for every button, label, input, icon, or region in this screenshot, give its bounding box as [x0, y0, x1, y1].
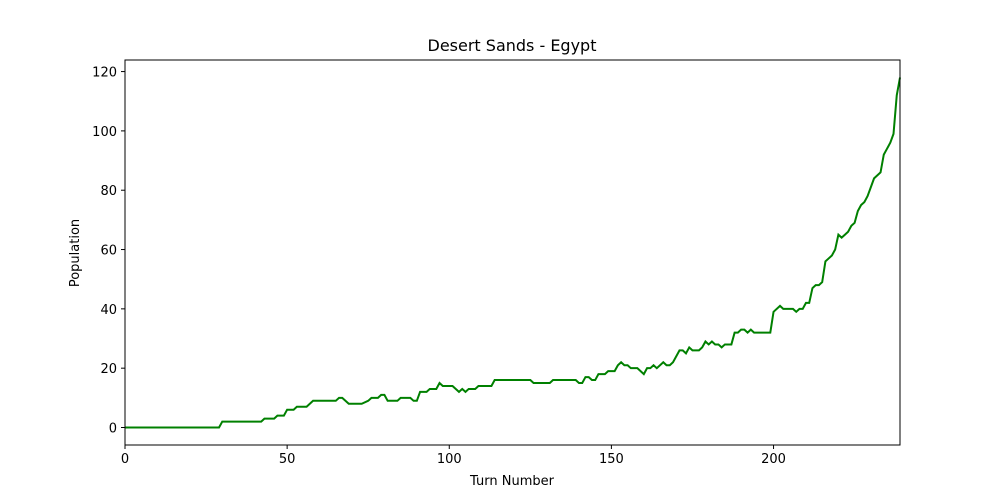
plot-frame	[124, 59, 901, 446]
x-tick-label: 200	[761, 452, 786, 467]
y-tick-label: 0	[109, 422, 117, 437]
y-tick-label: 120	[92, 66, 117, 81]
x-tick-label: 150	[599, 452, 624, 467]
y-axis-label: Population	[68, 219, 83, 287]
y-tick-label: 20	[100, 362, 117, 377]
x-tick-label: 100	[437, 452, 462, 467]
chart-title: Desert Sands - Egypt	[428, 36, 597, 55]
x-tick-label: 0	[121, 452, 129, 467]
y-tick-label: 100	[92, 125, 117, 140]
y-tick-label: 80	[100, 184, 117, 199]
y-tick-label: 60	[100, 244, 117, 259]
y-tick-label: 40	[100, 303, 117, 318]
x-axis-label: Turn Number	[469, 474, 555, 489]
line	[125, 77, 901, 429]
x-tick-label: 50	[279, 452, 296, 467]
